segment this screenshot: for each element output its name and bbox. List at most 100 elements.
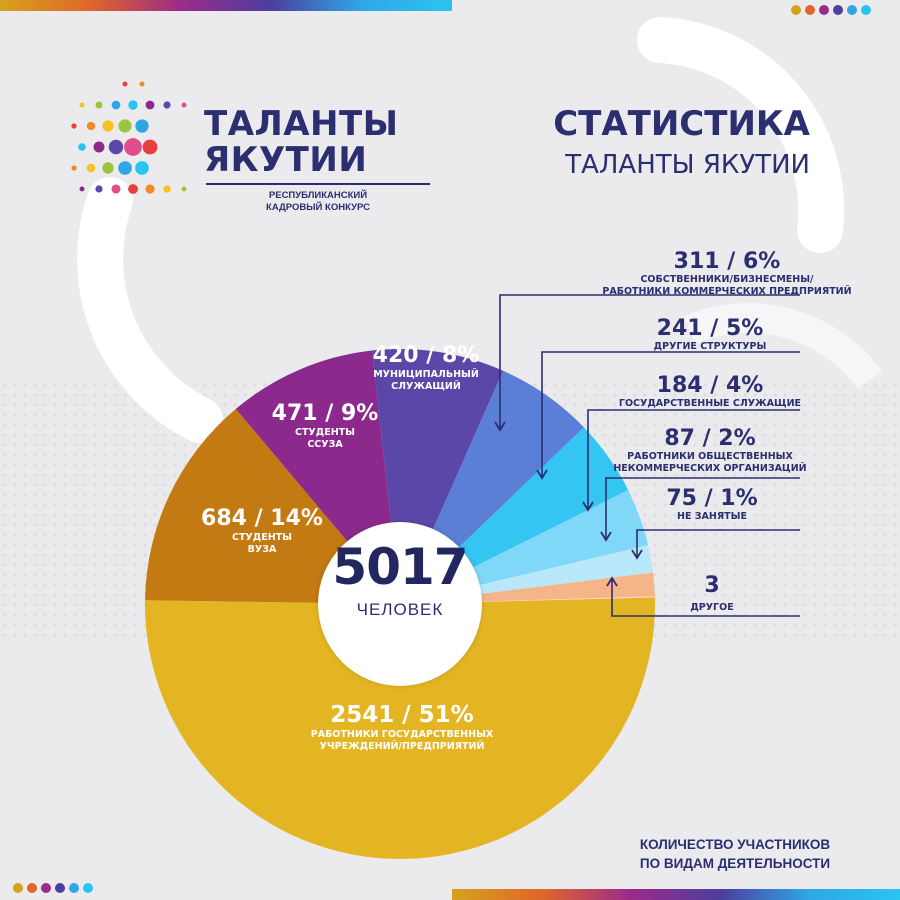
- leader-line: [499, 294, 800, 430]
- corner-dot: [13, 883, 23, 893]
- slice-value-label: 420 / 8%: [373, 343, 480, 368]
- caption-line-2: ПО ВИДАМ ДЕЯТЕЛЬНОСТИ: [639, 856, 831, 871]
- slice-desc-label: РАБОТНИКИ ГОСУДАРСТВЕННЫХ: [311, 729, 494, 740]
- outside-value-label: 184 / 4%: [657, 373, 764, 398]
- slice-desc-label: ССУЗА: [307, 439, 343, 450]
- logo-dot: [111, 184, 121, 194]
- slice-desc-label: ВУЗА: [248, 544, 277, 555]
- caption-line-1: КОЛИЧЕСТВО УЧАСТНИКОВ: [639, 837, 831, 852]
- slice-desc-label: МУНИЦИПАЛЬНЫЙ: [373, 368, 479, 380]
- outside-value-label: 87 / 2%: [664, 426, 755, 451]
- corner-dot: [69, 883, 79, 893]
- page-subtitle: ТАЛАНТЫ ЯКУТИИ: [565, 150, 810, 180]
- outside-desc-label: СОБСТВЕННИКИ/БИЗНЕСМЕНЫ/: [640, 274, 814, 285]
- total-unit: ЧЕЛОВЕК: [356, 600, 444, 619]
- corner-dot: [819, 5, 829, 15]
- top-gradient-bar: [0, 0, 452, 11]
- corner-dots-bottom: [13, 883, 93, 893]
- logo-dot: [135, 119, 149, 133]
- logo-dot: [142, 139, 158, 155]
- logo-sub-line-1: РЕСПУБЛИКАНСКИЙ: [268, 190, 368, 201]
- logo-dot: [86, 121, 96, 131]
- logo-dot: [181, 102, 187, 108]
- logo-dot: [163, 185, 171, 193]
- logo-dot: [163, 101, 171, 109]
- corner-dot: [791, 5, 801, 15]
- outside-desc-label: НЕКОММЕРЧЕСКИХ ОРГАНИЗАЦИЙ: [613, 462, 806, 474]
- slice-desc-label: СТУДЕНТЫ: [232, 532, 292, 543]
- slice-desc-label: УЧРЕЖДЕНИЙ/ПРЕДПРИЯТИЙ: [320, 740, 485, 752]
- logo-dot: [135, 161, 149, 175]
- total-count: 5017: [332, 538, 468, 596]
- outside-value-label: 75 / 1%: [666, 486, 757, 511]
- outside-value-label: 241 / 5%: [657, 316, 764, 341]
- logo-dot: [124, 138, 142, 156]
- logo-dot: [128, 184, 138, 194]
- outside-desc-label: РАБОТНИКИ КОММЕРЧЕСКИХ ПРЕДПРИЯТИЙ: [602, 285, 851, 297]
- outside-desc-label: НЕ ЗАНЯТЫЕ: [677, 511, 747, 522]
- slice-value-label: 684 / 14%: [201, 506, 323, 531]
- leader-arrow: [494, 421, 506, 432]
- logo-dot: [145, 100, 155, 110]
- leader-arrow: [631, 549, 643, 560]
- logo-dot: [128, 100, 138, 110]
- outside-desc-label: ГОСУДАРСТВЕННЫЕ СЛУЖАЩИЕ: [619, 398, 801, 409]
- leader-arrow: [536, 469, 548, 480]
- decor-arc-right: [637, 17, 845, 253]
- corner-dot: [833, 5, 843, 15]
- outside-desc-label: ДРУГИЕ СТРУКТУРЫ: [654, 341, 767, 352]
- corner-dot: [861, 5, 871, 15]
- leader-line: [605, 477, 800, 540]
- page-title: СТАТИСТИКА: [553, 104, 810, 144]
- logo-dot: [111, 100, 121, 110]
- outside-desc-label: РАБОТНИКИ ОБЩЕСТВЕННЫХ: [627, 451, 793, 462]
- logo-dot: [79, 102, 85, 108]
- logo-dot: [95, 101, 103, 109]
- logo-line-2: ЯКУТИИ: [204, 140, 368, 180]
- corner-dot: [847, 5, 857, 15]
- decor-arc-mid: [684, 303, 883, 390]
- logo-dot: [118, 161, 132, 175]
- logo-divider: [206, 183, 430, 185]
- chart-caption: КОЛИЧЕСТВО УЧАСТНИКОВ ПО ВИДАМ ДЕЯТЕЛЬНО…: [600, 835, 870, 873]
- logo-subtitle: РЕСПУБЛИКАНСКИЙ КАДРОВЫЙ КОНКУРС: [206, 190, 430, 214]
- logo-dot: [71, 165, 77, 171]
- logo-dot: [78, 143, 86, 151]
- logo-dot: [102, 162, 114, 174]
- bottom-gradient-bar: [452, 889, 900, 900]
- outside-desc-label: ДРУГОЕ: [690, 602, 733, 613]
- leader-arrow: [600, 531, 612, 542]
- logo-dot: [95, 185, 103, 193]
- logo-dot: [71, 123, 77, 129]
- corner-dots-top: [791, 5, 871, 15]
- logo-line-1: ТАЛАНТЫ: [204, 104, 399, 144]
- outside-value-label: 3: [704, 573, 719, 598]
- logo-dot: [108, 139, 124, 155]
- corner-dot: [805, 5, 815, 15]
- leader-line: [636, 529, 800, 558]
- corner-dot: [41, 883, 51, 893]
- leader-line: [587, 409, 800, 510]
- logo-title: ТАЛАНТЫ ЯКУТИИ: [204, 106, 434, 178]
- logo-dot: [118, 119, 132, 133]
- logo-dot: [102, 120, 114, 132]
- slice-desc-label: СЛУЖАЩИЙ: [391, 380, 461, 392]
- slice-value-label: 471 / 9%: [272, 401, 379, 426]
- leader-arrow: [606, 576, 618, 587]
- logo-dot: [181, 186, 187, 192]
- logo-dot: [145, 184, 155, 194]
- decor-arc-left: [77, 177, 223, 443]
- logo-dot: [139, 81, 145, 87]
- corner-dot: [83, 883, 93, 893]
- logo-dot: [122, 81, 128, 87]
- corner-dot: [55, 883, 65, 893]
- slice-value-label: 2541 / 51%: [330, 702, 473, 728]
- leader-line: [541, 351, 800, 478]
- outside-value-label: 311 / 6%: [674, 249, 781, 274]
- corner-dot: [27, 883, 37, 893]
- logo-dot: [79, 186, 85, 192]
- logo-dot: [86, 163, 96, 173]
- logo-dot: [93, 141, 105, 153]
